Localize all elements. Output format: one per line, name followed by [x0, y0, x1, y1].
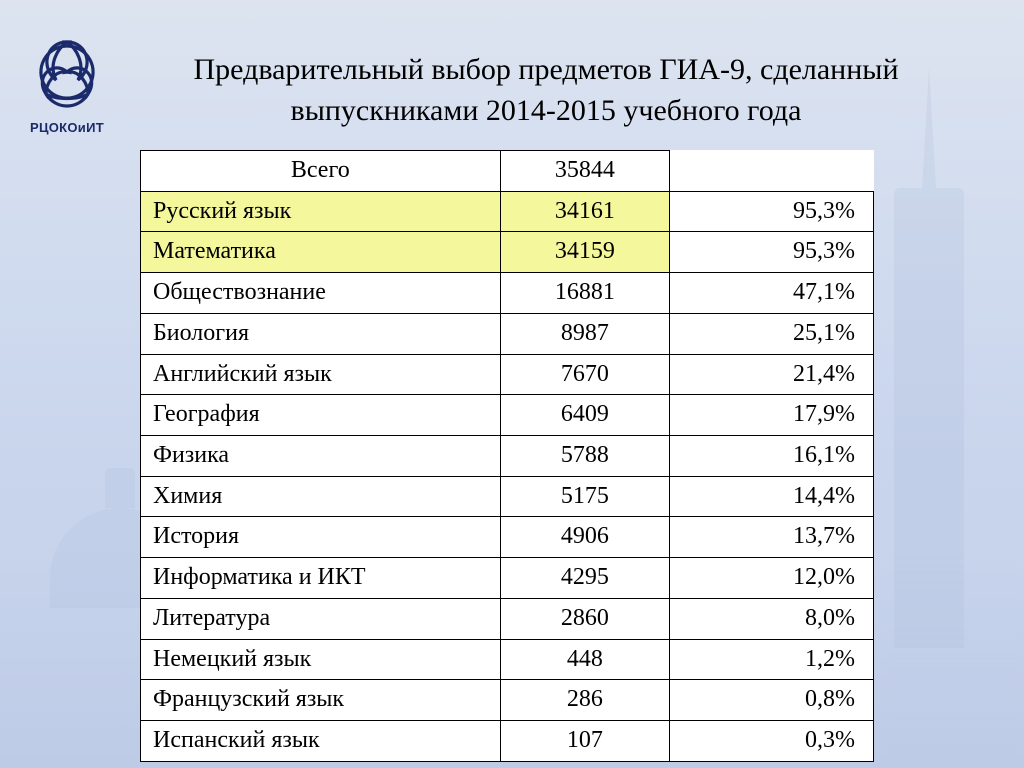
- table-row: География640917,9%: [141, 395, 874, 436]
- cell-count: 34161: [500, 191, 670, 232]
- cell-percent: 13,7%: [670, 517, 874, 558]
- cell-count: 8987: [500, 313, 670, 354]
- cell-subject: Французский язык: [141, 680, 501, 721]
- cell-subject: Немецкий язык: [141, 639, 501, 680]
- table-row: Обществознание1688147,1%: [141, 273, 874, 314]
- cell-count: 6409: [500, 395, 670, 436]
- cell-subject: Математика: [141, 232, 501, 273]
- cell-percent: 0,3%: [670, 721, 874, 762]
- cell-subject: Биология: [141, 313, 501, 354]
- cell-subject: История: [141, 517, 501, 558]
- cell-percent: 95,3%: [670, 191, 874, 232]
- table-row: Русский язык3416195,3%: [141, 191, 874, 232]
- table-header-row: Всего35844: [141, 151, 874, 192]
- table-row: Литература28608,0%: [141, 598, 874, 639]
- cell-count: 16881: [500, 273, 670, 314]
- cell-percent: 0,8%: [670, 680, 874, 721]
- cell-subject: Обществознание: [141, 273, 501, 314]
- cell-count: 286: [500, 680, 670, 721]
- cell-count: 5175: [500, 476, 670, 517]
- table-row: Французский язык2860,8%: [141, 680, 874, 721]
- table-row: Английский язык767021,4%: [141, 354, 874, 395]
- table-row: Математика3415995,3%: [141, 232, 874, 273]
- header-count: 35844: [500, 151, 670, 192]
- cell-percent: 8,0%: [670, 598, 874, 639]
- cell-percent: 16,1%: [670, 436, 874, 477]
- cell-percent: 47,1%: [670, 273, 874, 314]
- cell-percent: 21,4%: [670, 354, 874, 395]
- cell-percent: 1,2%: [670, 639, 874, 680]
- cell-subject: Литература: [141, 598, 501, 639]
- trefoil-icon: [28, 28, 106, 116]
- cell-count: 34159: [500, 232, 670, 273]
- logo-caption: РЦОКОиИТ: [18, 120, 116, 135]
- table-row: Испанский язык1070,3%: [141, 721, 874, 762]
- cell-count: 4906: [500, 517, 670, 558]
- cell-subject: География: [141, 395, 501, 436]
- table-row: Информатика и ИКТ429512,0%: [141, 558, 874, 599]
- table-row: Физика578816,1%: [141, 436, 874, 477]
- slide-title: Предварительный выбор предметов ГИА-9, с…: [108, 50, 984, 131]
- cell-percent: 12,0%: [670, 558, 874, 599]
- cell-subject: Физика: [141, 436, 501, 477]
- cell-count: 448: [500, 639, 670, 680]
- table-row: Немецкий язык4481,2%: [141, 639, 874, 680]
- cell-count: 5788: [500, 436, 670, 477]
- cell-count: 107: [500, 721, 670, 762]
- cell-percent: 17,9%: [670, 395, 874, 436]
- header-subject: Всего: [141, 151, 501, 192]
- cell-subject: Химия: [141, 476, 501, 517]
- table-row: Химия517514,4%: [141, 476, 874, 517]
- cell-count: 2860: [500, 598, 670, 639]
- org-logo: РЦОКОиИТ: [18, 28, 116, 135]
- cell-percent: 14,4%: [670, 476, 874, 517]
- cell-subject: Русский язык: [141, 191, 501, 232]
- cell-subject: Испанский язык: [141, 721, 501, 762]
- table-row: История490613,7%: [141, 517, 874, 558]
- cell-subject: Английский язык: [141, 354, 501, 395]
- header-percent: [670, 151, 874, 192]
- table-row: Биология898725,1%: [141, 313, 874, 354]
- cell-subject: Информатика и ИКТ: [141, 558, 501, 599]
- cell-percent: 95,3%: [670, 232, 874, 273]
- cell-percent: 25,1%: [670, 313, 874, 354]
- cell-count: 7670: [500, 354, 670, 395]
- cell-count: 4295: [500, 558, 670, 599]
- subjects-table: Всего35844Русский язык3416195,3%Математи…: [140, 150, 874, 762]
